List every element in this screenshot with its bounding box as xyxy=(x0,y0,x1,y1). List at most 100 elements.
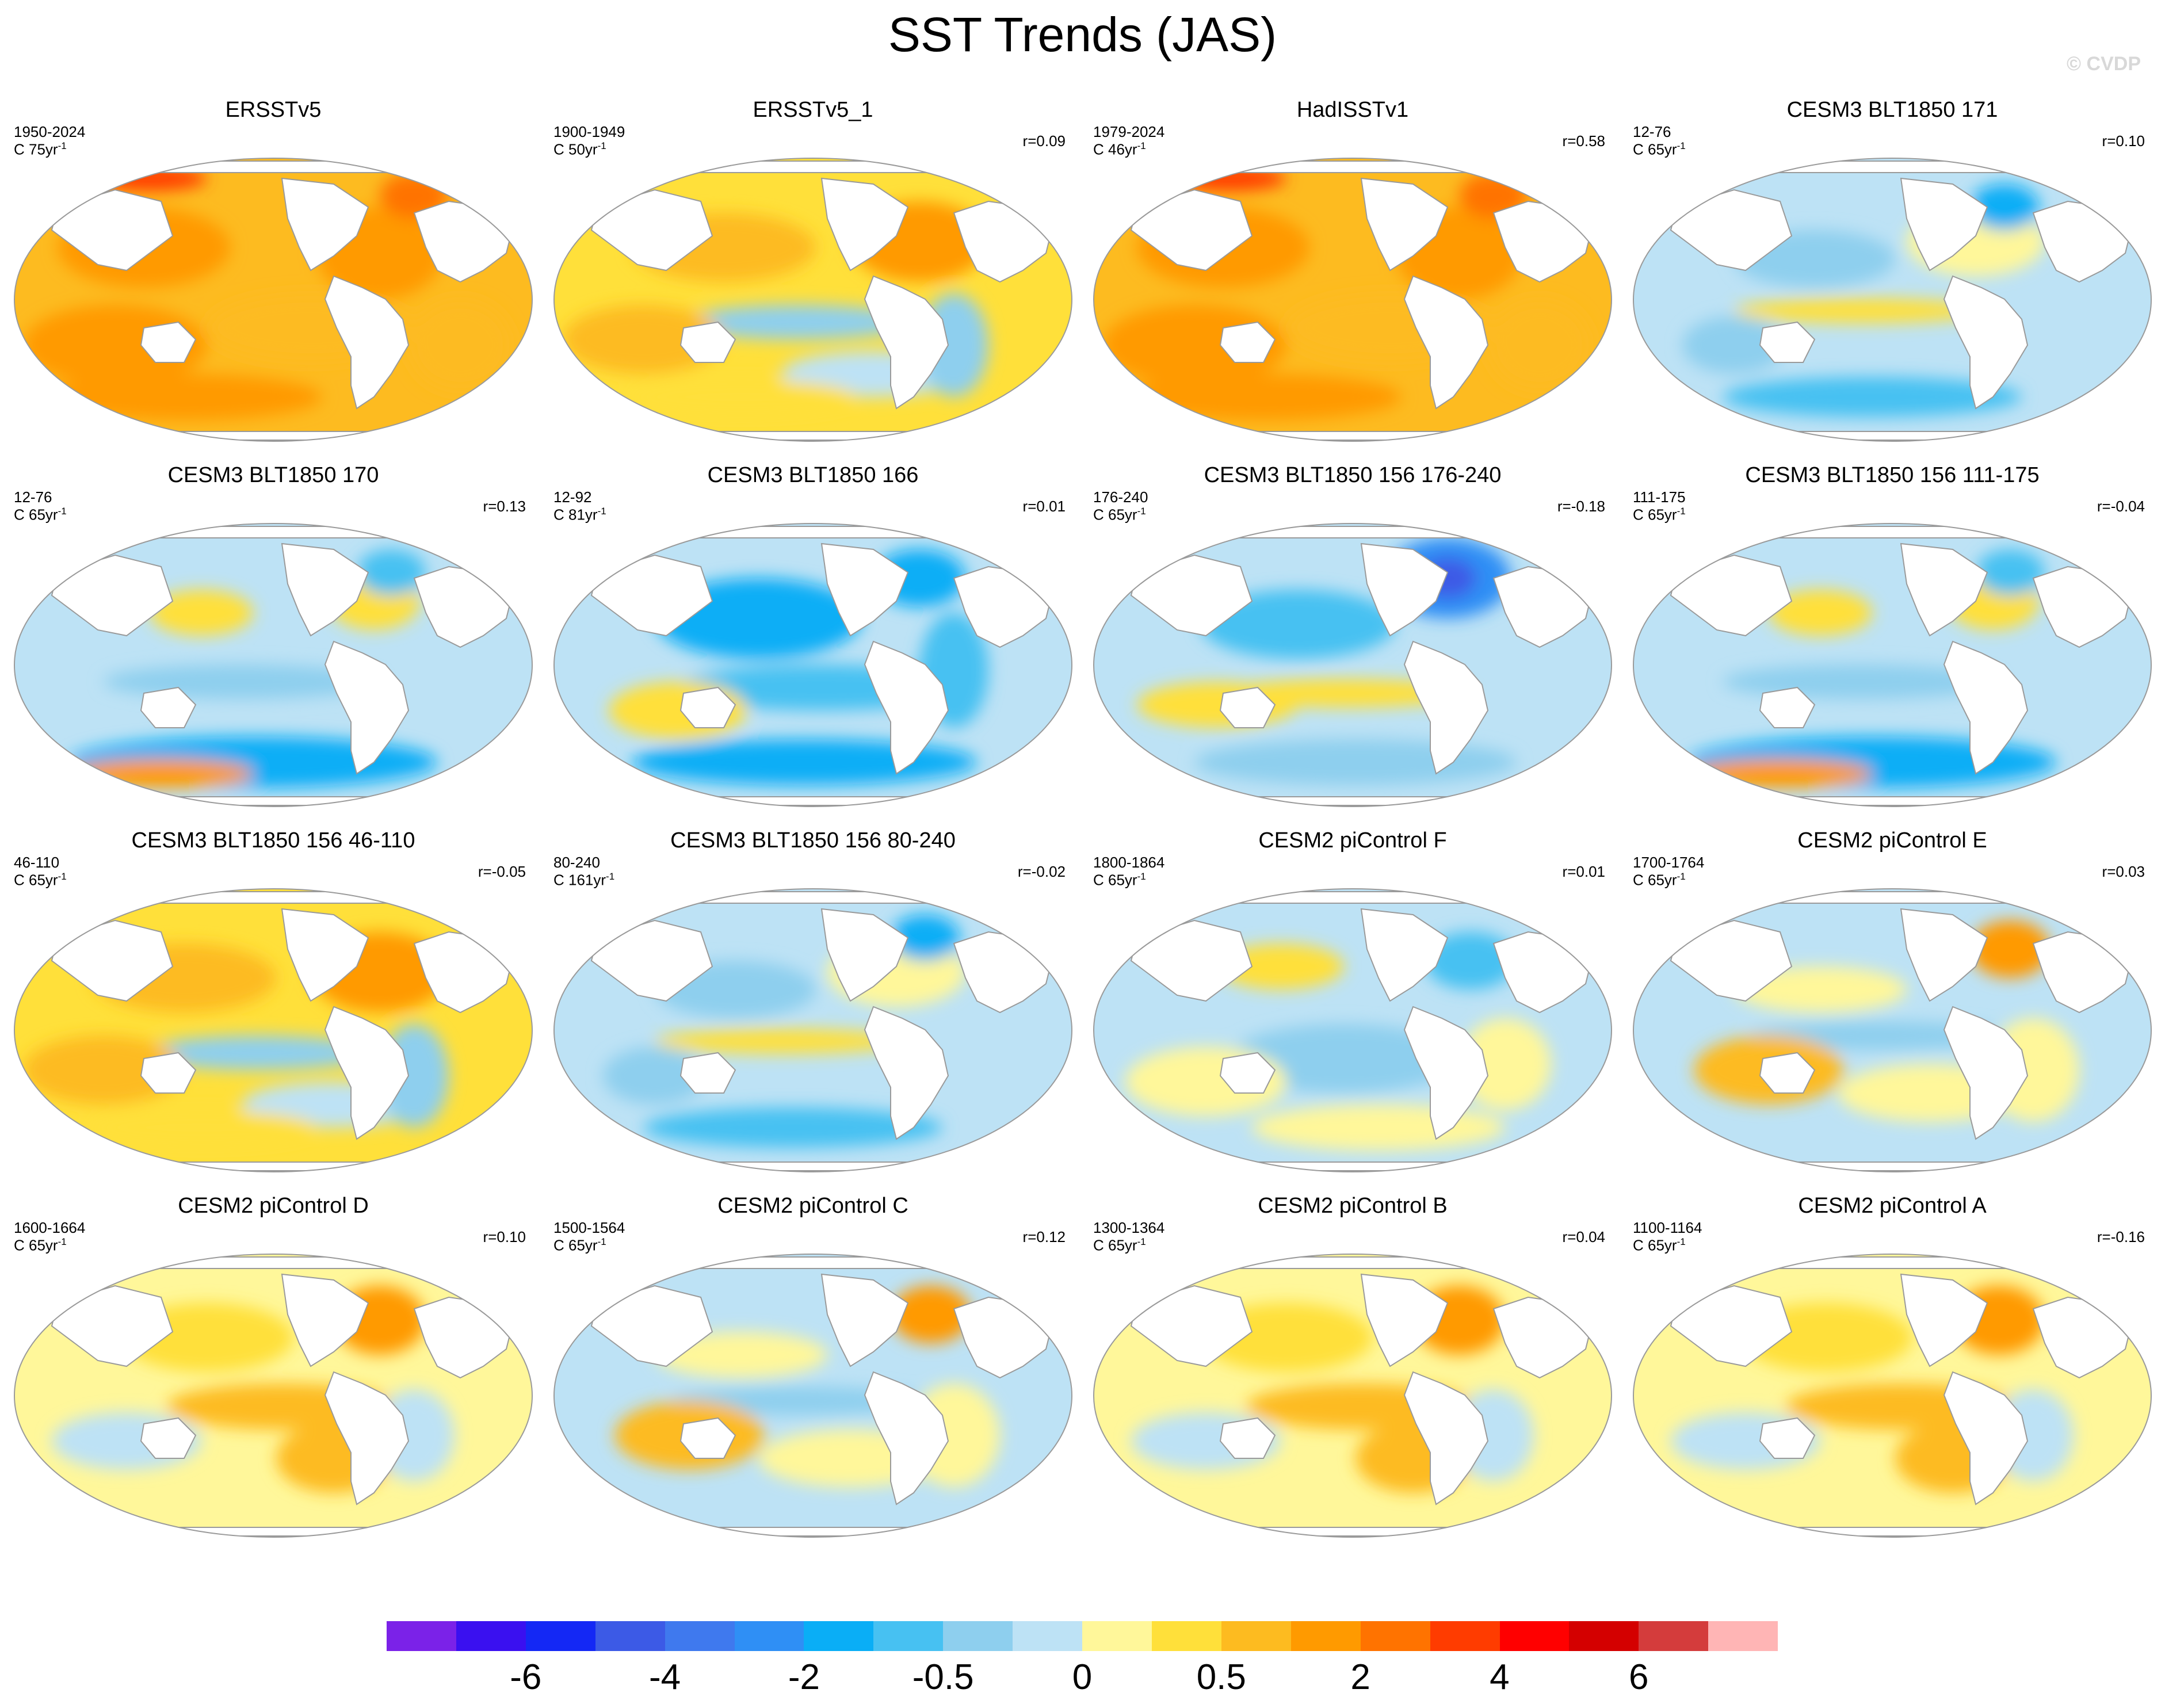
land-mass xyxy=(1403,1006,1489,1140)
land-mass xyxy=(51,554,174,637)
colorbar-swatch xyxy=(665,1621,735,1651)
panel-years: 1600-1664 xyxy=(14,1219,86,1236)
panel-units-text: C 65yr xyxy=(14,871,58,889)
trend-anomaly-region xyxy=(1200,590,1396,659)
map-boundary xyxy=(1633,888,2152,1172)
land-mass xyxy=(1759,321,1816,363)
panel-units: C 161yr-1 xyxy=(553,871,614,889)
panel-units: C 65yr-1 xyxy=(1633,506,1686,524)
panel-title: CESM3 BLT1850 171 xyxy=(1786,98,1998,122)
panel-correlation: r=-0.05 xyxy=(478,863,526,880)
units-exponent: -1 xyxy=(58,1236,67,1247)
land-mass xyxy=(108,1527,439,1537)
land-mass xyxy=(281,542,369,637)
colorbar-tick-label: -6 xyxy=(510,1657,542,1697)
trend-anomaly-region xyxy=(1976,549,2045,595)
panel-units-text: C 65yr xyxy=(1633,1236,1677,1254)
land-mass xyxy=(1130,919,1253,1002)
colorbar-swatch xyxy=(1360,1621,1430,1651)
robinson-map xyxy=(1633,523,2152,807)
colorbar xyxy=(387,1621,1778,1651)
trend-anomaly-region xyxy=(150,590,253,636)
map-boundary xyxy=(14,523,533,807)
map-panel: CESM3 BLT1850 156 176-240 176-240 C 65yr-1… xyxy=(1083,463,1622,820)
units-exponent: -1 xyxy=(597,140,606,151)
land-mass xyxy=(1219,1052,1276,1094)
panel-correlation: r=0.04 xyxy=(1562,1228,1605,1245)
land-mass xyxy=(324,275,410,410)
colorbar-swatch xyxy=(456,1621,526,1651)
map-panel: CESM3 BLT1850 166 12-92 C 81yr-1 r=0.01 xyxy=(543,463,1083,820)
panel-units: C 65yr-1 xyxy=(1093,871,1146,889)
panel-units-text: C 65yr xyxy=(1633,140,1677,158)
land-mass xyxy=(1360,908,1449,1002)
trend-anomaly-region xyxy=(1970,920,2051,978)
units-exponent: -1 xyxy=(597,506,606,517)
units-exponent: -1 xyxy=(1137,506,1146,517)
panel-years: 1300-1364 xyxy=(1093,1219,1165,1236)
colorbar-swatch xyxy=(873,1621,944,1651)
panel-units: C 65yr-1 xyxy=(1093,506,1146,524)
trend-anomaly-region xyxy=(891,1286,971,1343)
panel-units-text: C 46yr xyxy=(1093,140,1137,158)
colorbar-tick-label: -0.5 xyxy=(912,1657,974,1697)
map-panel: CESM3 BLT1850 156 111-175 111-175 C 65yr-1… xyxy=(1622,463,2162,820)
map-panel: CESM2 piControl E 1700-1764 C 65yr-1 r=0.03 xyxy=(1622,828,2162,1185)
panel-units: C 65yr-1 xyxy=(1633,1236,1686,1255)
land-mass xyxy=(108,796,439,806)
cvdp-watermark: © CVDP xyxy=(2067,53,2141,75)
land-mass xyxy=(590,554,713,637)
trend-anomaly-region xyxy=(655,1029,908,1054)
land-mass xyxy=(1219,686,1276,728)
land-mass xyxy=(140,1052,197,1094)
trend-anomaly-region xyxy=(1682,316,1786,374)
panel-units-text: C 65yr xyxy=(14,506,58,524)
robinson-map xyxy=(1633,1254,2152,1538)
trend-anomaly-region xyxy=(408,299,512,391)
trend-anomaly-region xyxy=(672,1386,925,1415)
panel-years: 176-240 xyxy=(1093,488,1148,506)
land-mass xyxy=(1403,1371,1489,1506)
robinson-map xyxy=(553,523,1072,807)
land-mass xyxy=(1360,1273,1449,1367)
panel-units: C 81yr-1 xyxy=(553,506,606,524)
map-panel: CESM2 piControl F 1800-1864 C 65yr-1 r=0.01 xyxy=(1083,828,1622,1185)
map-boundary xyxy=(553,523,1072,807)
panel-correlation: r=0.01 xyxy=(1022,498,1066,515)
units-exponent: -1 xyxy=(1137,140,1146,151)
panel-title: CESM3 BLT1850 166 xyxy=(707,463,919,487)
panel-correlation: r=-0.04 xyxy=(2097,498,2145,515)
robinson-map xyxy=(14,888,533,1172)
panel-title: CESM3 BLT1850 156 46-110 xyxy=(131,828,415,853)
panel-units-text: C 65yr xyxy=(553,1236,598,1254)
land-mass xyxy=(864,640,949,775)
panel-title: CESM3 BLT1850 156 111-175 xyxy=(1745,463,2040,487)
trend-anomaly-region xyxy=(1459,1018,1551,1110)
panel-years: 1500-1564 xyxy=(553,1219,625,1236)
map-boundary xyxy=(1633,158,2152,442)
units-exponent: -1 xyxy=(1677,1236,1686,1247)
units-exponent: -1 xyxy=(1677,140,1686,151)
figure-title: SST Trends (JAS) xyxy=(888,7,1277,62)
trend-anomaly-region xyxy=(1751,1021,2004,1050)
map-boundary xyxy=(1093,523,1612,807)
land-mass xyxy=(1943,275,2029,410)
robinson-map xyxy=(553,888,1072,1172)
panel-title: CESM3 BLT1850 170 xyxy=(167,463,379,487)
trend-anomaly-region xyxy=(891,915,960,961)
colorbar-tick-label: -4 xyxy=(649,1657,681,1697)
panel-title: CESM2 piControl B xyxy=(1258,1194,1448,1218)
colorbar-swatch xyxy=(734,1621,804,1651)
map-panel: ERSSTv5 1950-2024 C 75yr-1 xyxy=(3,98,543,454)
map-panel-grid: ERSSTv5 1950-2024 C 75yr-1 ERSSTv5_1 1900-19… xyxy=(3,98,2162,1538)
units-exponent: -1 xyxy=(58,506,67,517)
land-mass xyxy=(1130,554,1253,637)
panel-correlation: r=0.10 xyxy=(2102,132,2145,150)
panel-units-text: C 65yr xyxy=(1093,506,1137,524)
trend-anomaly-region xyxy=(1217,679,1471,708)
land-mass xyxy=(590,189,713,272)
land-mass xyxy=(590,919,713,1002)
units-exponent: -1 xyxy=(597,1236,606,1247)
land-mass xyxy=(1403,640,1489,775)
land-mass xyxy=(108,1161,439,1171)
